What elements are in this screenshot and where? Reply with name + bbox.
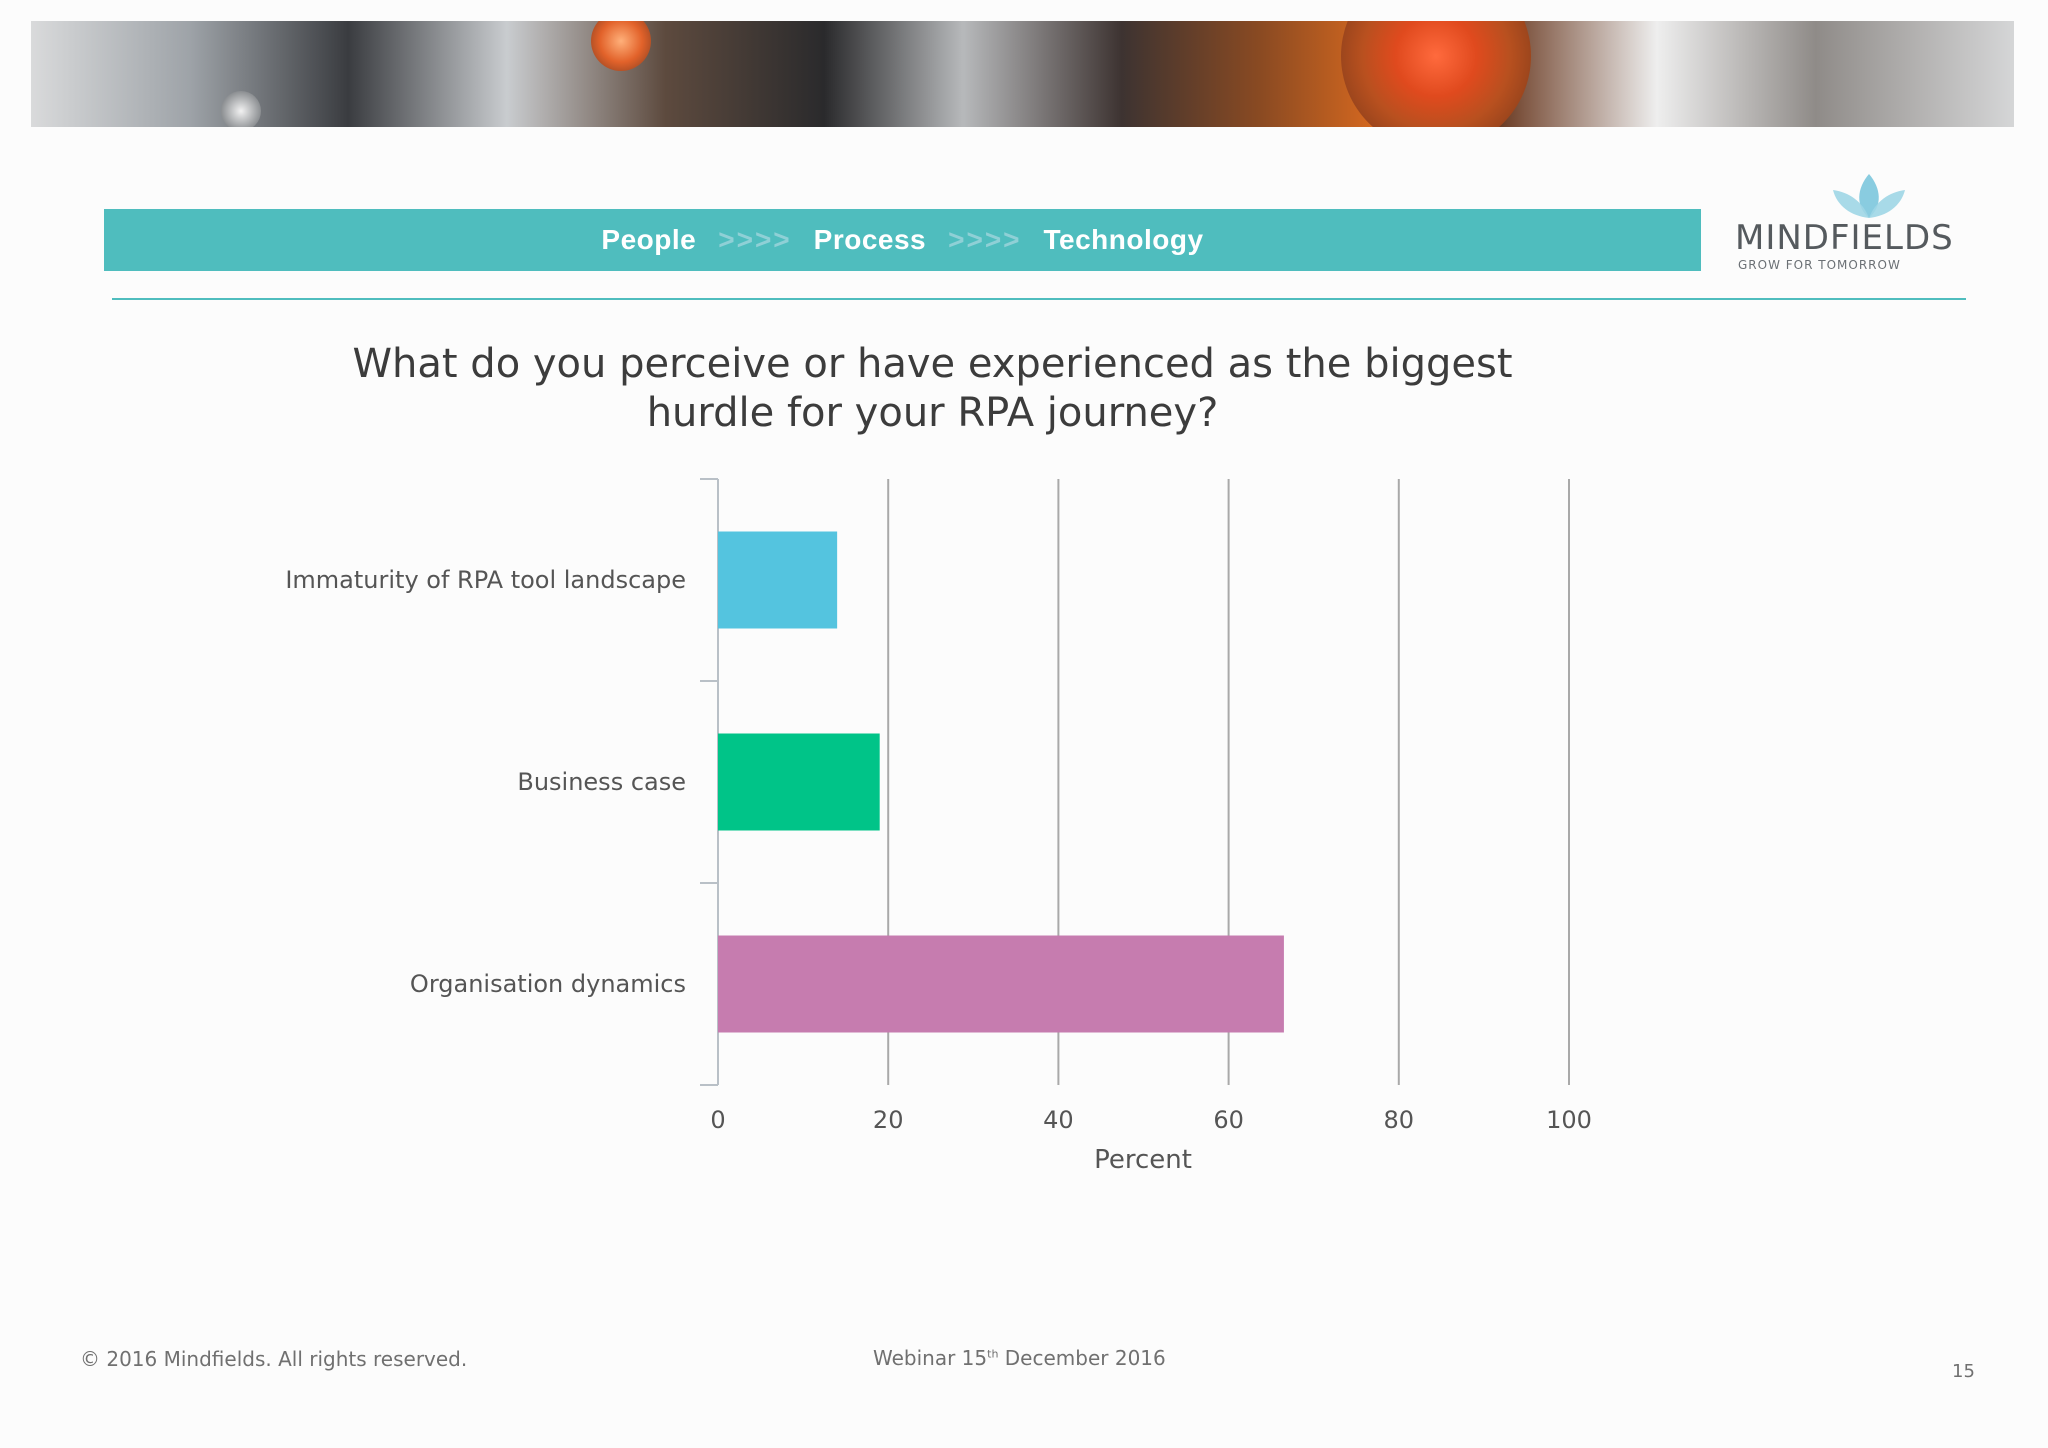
webinar-date: Webinar 15th December 2016 bbox=[873, 1346, 1166, 1370]
people-process-technology-bar: People >>>> Process >>>> Technology bbox=[104, 209, 1701, 271]
chart-title-line-1: What do you perceive or have experienced… bbox=[352, 341, 1513, 387]
lotus-icon bbox=[1833, 174, 1905, 218]
webinar-suffix: December 2016 bbox=[998, 1346, 1166, 1370]
bar bbox=[718, 935, 1284, 1033]
header-technology: Technology bbox=[1043, 224, 1204, 255]
x-tick-label: 80 bbox=[1384, 1106, 1415, 1134]
x-tick-label: 100 bbox=[1546, 1106, 1592, 1134]
header-banner-image bbox=[31, 21, 2014, 127]
category-label: Organisation dynamics bbox=[410, 970, 686, 998]
category-label: Business case bbox=[517, 768, 686, 796]
chart-title: What do you perceive or have experienced… bbox=[300, 340, 1565, 438]
x-axis-label: Percent bbox=[1094, 1145, 1192, 1175]
x-tick-label: 60 bbox=[1213, 1106, 1244, 1134]
logo-brand-text: MINDFIELDS bbox=[1735, 218, 1954, 258]
chart-title-line-2: hurdle for your RPA journey? bbox=[646, 390, 1219, 436]
bar bbox=[718, 733, 880, 831]
page-number: 15 bbox=[1952, 1361, 1975, 1382]
webinar-prefix: Webinar 15 bbox=[873, 1346, 988, 1370]
bar bbox=[718, 531, 838, 629]
header-arrows-1: >>>> bbox=[718, 224, 792, 255]
header-arrows-2: >>>> bbox=[948, 224, 1022, 255]
mindfields-logo: MINDFIELDS GROW FOR TOMORROW bbox=[1735, 166, 1975, 276]
x-tick-label: 20 bbox=[873, 1106, 904, 1134]
category-label: Immaturity of RPA tool landscape bbox=[285, 566, 686, 594]
x-tick-label: 0 bbox=[710, 1106, 725, 1134]
header-divider bbox=[112, 298, 1966, 300]
logo-tagline: GROW FOR TOMORROW bbox=[1738, 258, 1901, 272]
header-process: Process bbox=[813, 224, 927, 255]
x-tick-label: 40 bbox=[1043, 1106, 1074, 1134]
copyright-text: © 2016 Mindfields. All rights reserved. bbox=[80, 1347, 468, 1371]
webinar-sup: th bbox=[987, 1347, 999, 1361]
header-people: People bbox=[601, 224, 697, 255]
